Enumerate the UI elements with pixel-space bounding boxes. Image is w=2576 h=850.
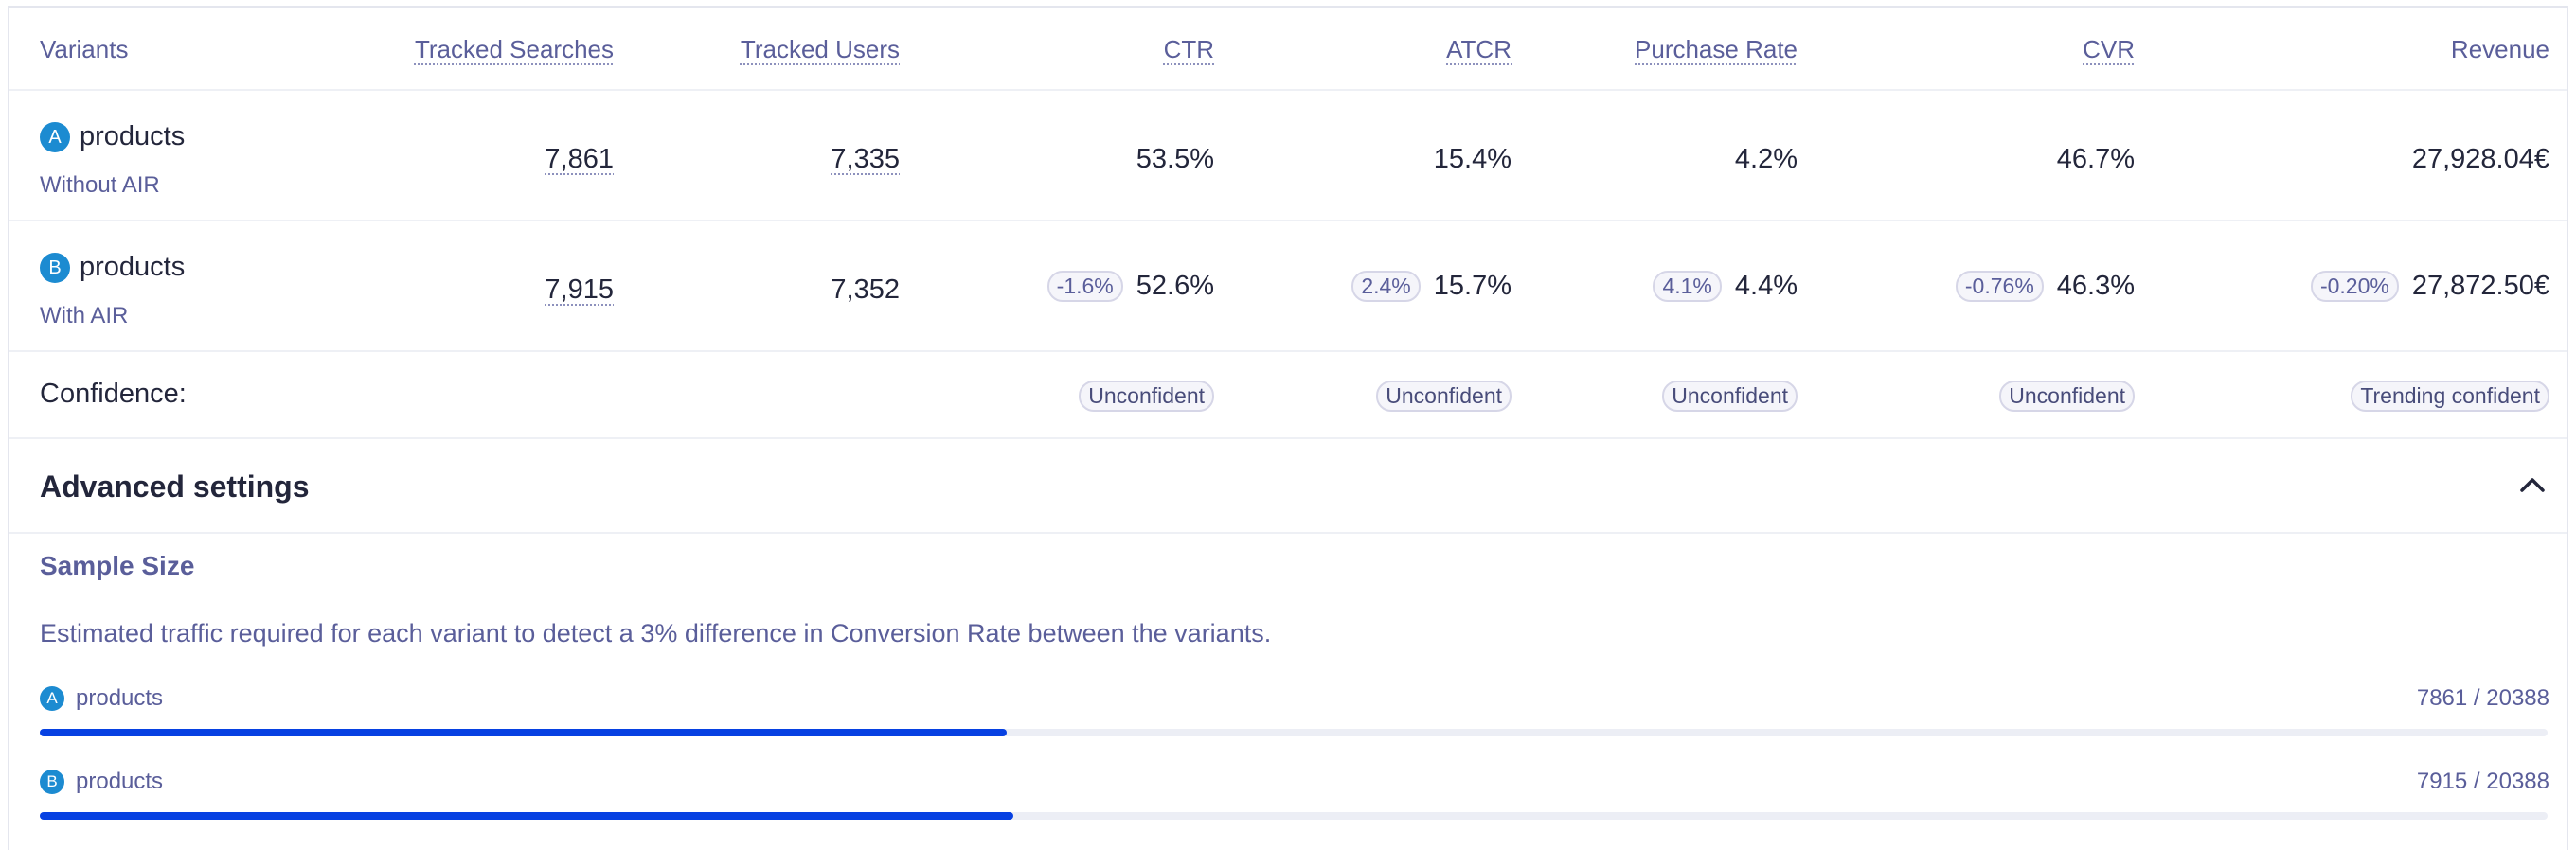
atcr-delta-badge: 2.4% xyxy=(1351,271,1421,302)
header-atcr[interactable]: ATCR xyxy=(1446,35,1512,63)
variant-b-atcr: 15.7% xyxy=(1433,271,1512,301)
variant-b-cvr: 46.3% xyxy=(2056,271,2135,301)
variant-b-badge: B xyxy=(40,252,70,283)
variant-b-ctr-cell: -1.6% 52.6% xyxy=(1046,271,1214,302)
variant-b-tracked-searches[interactable]: 7,915 xyxy=(545,274,614,305)
header-variants: Variants xyxy=(40,35,129,63)
progress-b-name: products xyxy=(76,769,164,794)
progress-a-track xyxy=(40,729,2548,736)
header-revenue: Revenue xyxy=(2450,35,2549,63)
progress-a-count: 7861 / 20388 xyxy=(2416,685,2549,711)
confidence-row: Confidence: Unconfident Unconfident Unco… xyxy=(9,352,2567,439)
variant-b-revenue-cell: -0.20% 27,872.50€ xyxy=(2310,271,2549,302)
variant-b-tracked-users: 7,352 xyxy=(831,274,900,305)
header-purchase-rate[interactable]: Purchase Rate xyxy=(1635,35,1798,63)
variant-a-cvr: 46.7% xyxy=(2056,144,2135,174)
variant-b-sub: With AIR xyxy=(40,303,129,328)
progress-a-fill xyxy=(40,729,1007,736)
variant-b-ctr: 52.6% xyxy=(1136,271,1214,301)
revenue-delta-badge: -0.20% xyxy=(2310,271,2399,302)
variant-a-badge: A xyxy=(40,121,70,152)
progress-b-track xyxy=(40,812,2548,820)
table-header: Variants Tracked Searches Tracked Users … xyxy=(9,8,2567,91)
variant-a-name: products xyxy=(80,121,186,151)
variant-b-purchase-rate-cell: 4.1% 4.4% xyxy=(1653,271,1798,302)
variant-b-name: products xyxy=(80,252,186,282)
variant-a-tracked-searches[interactable]: 7,861 xyxy=(545,144,614,174)
variant-a-tracked-users[interactable]: 7,335 xyxy=(831,144,900,174)
progress-b-fill xyxy=(40,812,1013,820)
variant-b-revenue: 27,872.50€ xyxy=(2411,271,2549,301)
variant-a-purchase-rate: 4.2% xyxy=(1734,144,1798,174)
variant-a-ctr: 53.5% xyxy=(1136,144,1214,174)
header-cvr[interactable]: CVR xyxy=(2083,35,2135,63)
progress-a-badge: A xyxy=(40,686,64,711)
variant-b-purchase-rate: 4.4% xyxy=(1734,271,1798,301)
variant-a-atcr: 15.4% xyxy=(1433,144,1512,174)
purchase-rate-confidence-tag: Unconfident xyxy=(1662,381,1798,412)
advanced-settings-toggle[interactable]: Advanced settings xyxy=(9,439,2567,534)
atcr-confidence-tag: Unconfident xyxy=(1376,381,1512,412)
revenue-confidence-tag: Trending confident xyxy=(2351,381,2549,412)
purchase-rate-delta-badge: 4.1% xyxy=(1653,271,1722,302)
sample-size-title: Sample Size xyxy=(40,551,195,580)
cvr-confidence-tag: Unconfident xyxy=(1999,381,2135,412)
header-tracked-users[interactable]: Tracked Users xyxy=(740,35,900,63)
variant-b-atcr-cell: 2.4% 15.7% xyxy=(1351,271,1512,302)
confidence-label: Confidence: xyxy=(40,379,187,409)
variant-a-revenue: 27,928.04€ xyxy=(2411,144,2549,174)
progress-b-count: 7915 / 20388 xyxy=(2416,769,2549,794)
header-tracked-searches[interactable]: Tracked Searches xyxy=(414,35,614,63)
variant-b-cvr-cell: -0.76% 46.3% xyxy=(1955,271,2135,302)
cvr-delta-badge: -0.76% xyxy=(1955,271,2044,302)
sample-size-description: Estimated traffic required for each vari… xyxy=(40,619,1272,647)
advanced-settings-title: Advanced settings xyxy=(40,469,310,504)
ab-test-results-panel: Variants Tracked Searches Tracked Users … xyxy=(8,6,2568,850)
progress-b-badge: B xyxy=(40,770,64,794)
chevron-up-icon[interactable] xyxy=(2515,468,2549,502)
ctr-delta-badge: -1.6% xyxy=(1046,271,1123,302)
ctr-confidence-tag: Unconfident xyxy=(1079,381,1214,412)
header-ctr[interactable]: CTR xyxy=(1163,35,1214,63)
variant-a-sub: Without AIR xyxy=(40,172,160,198)
progress-a-name: products xyxy=(76,685,164,711)
